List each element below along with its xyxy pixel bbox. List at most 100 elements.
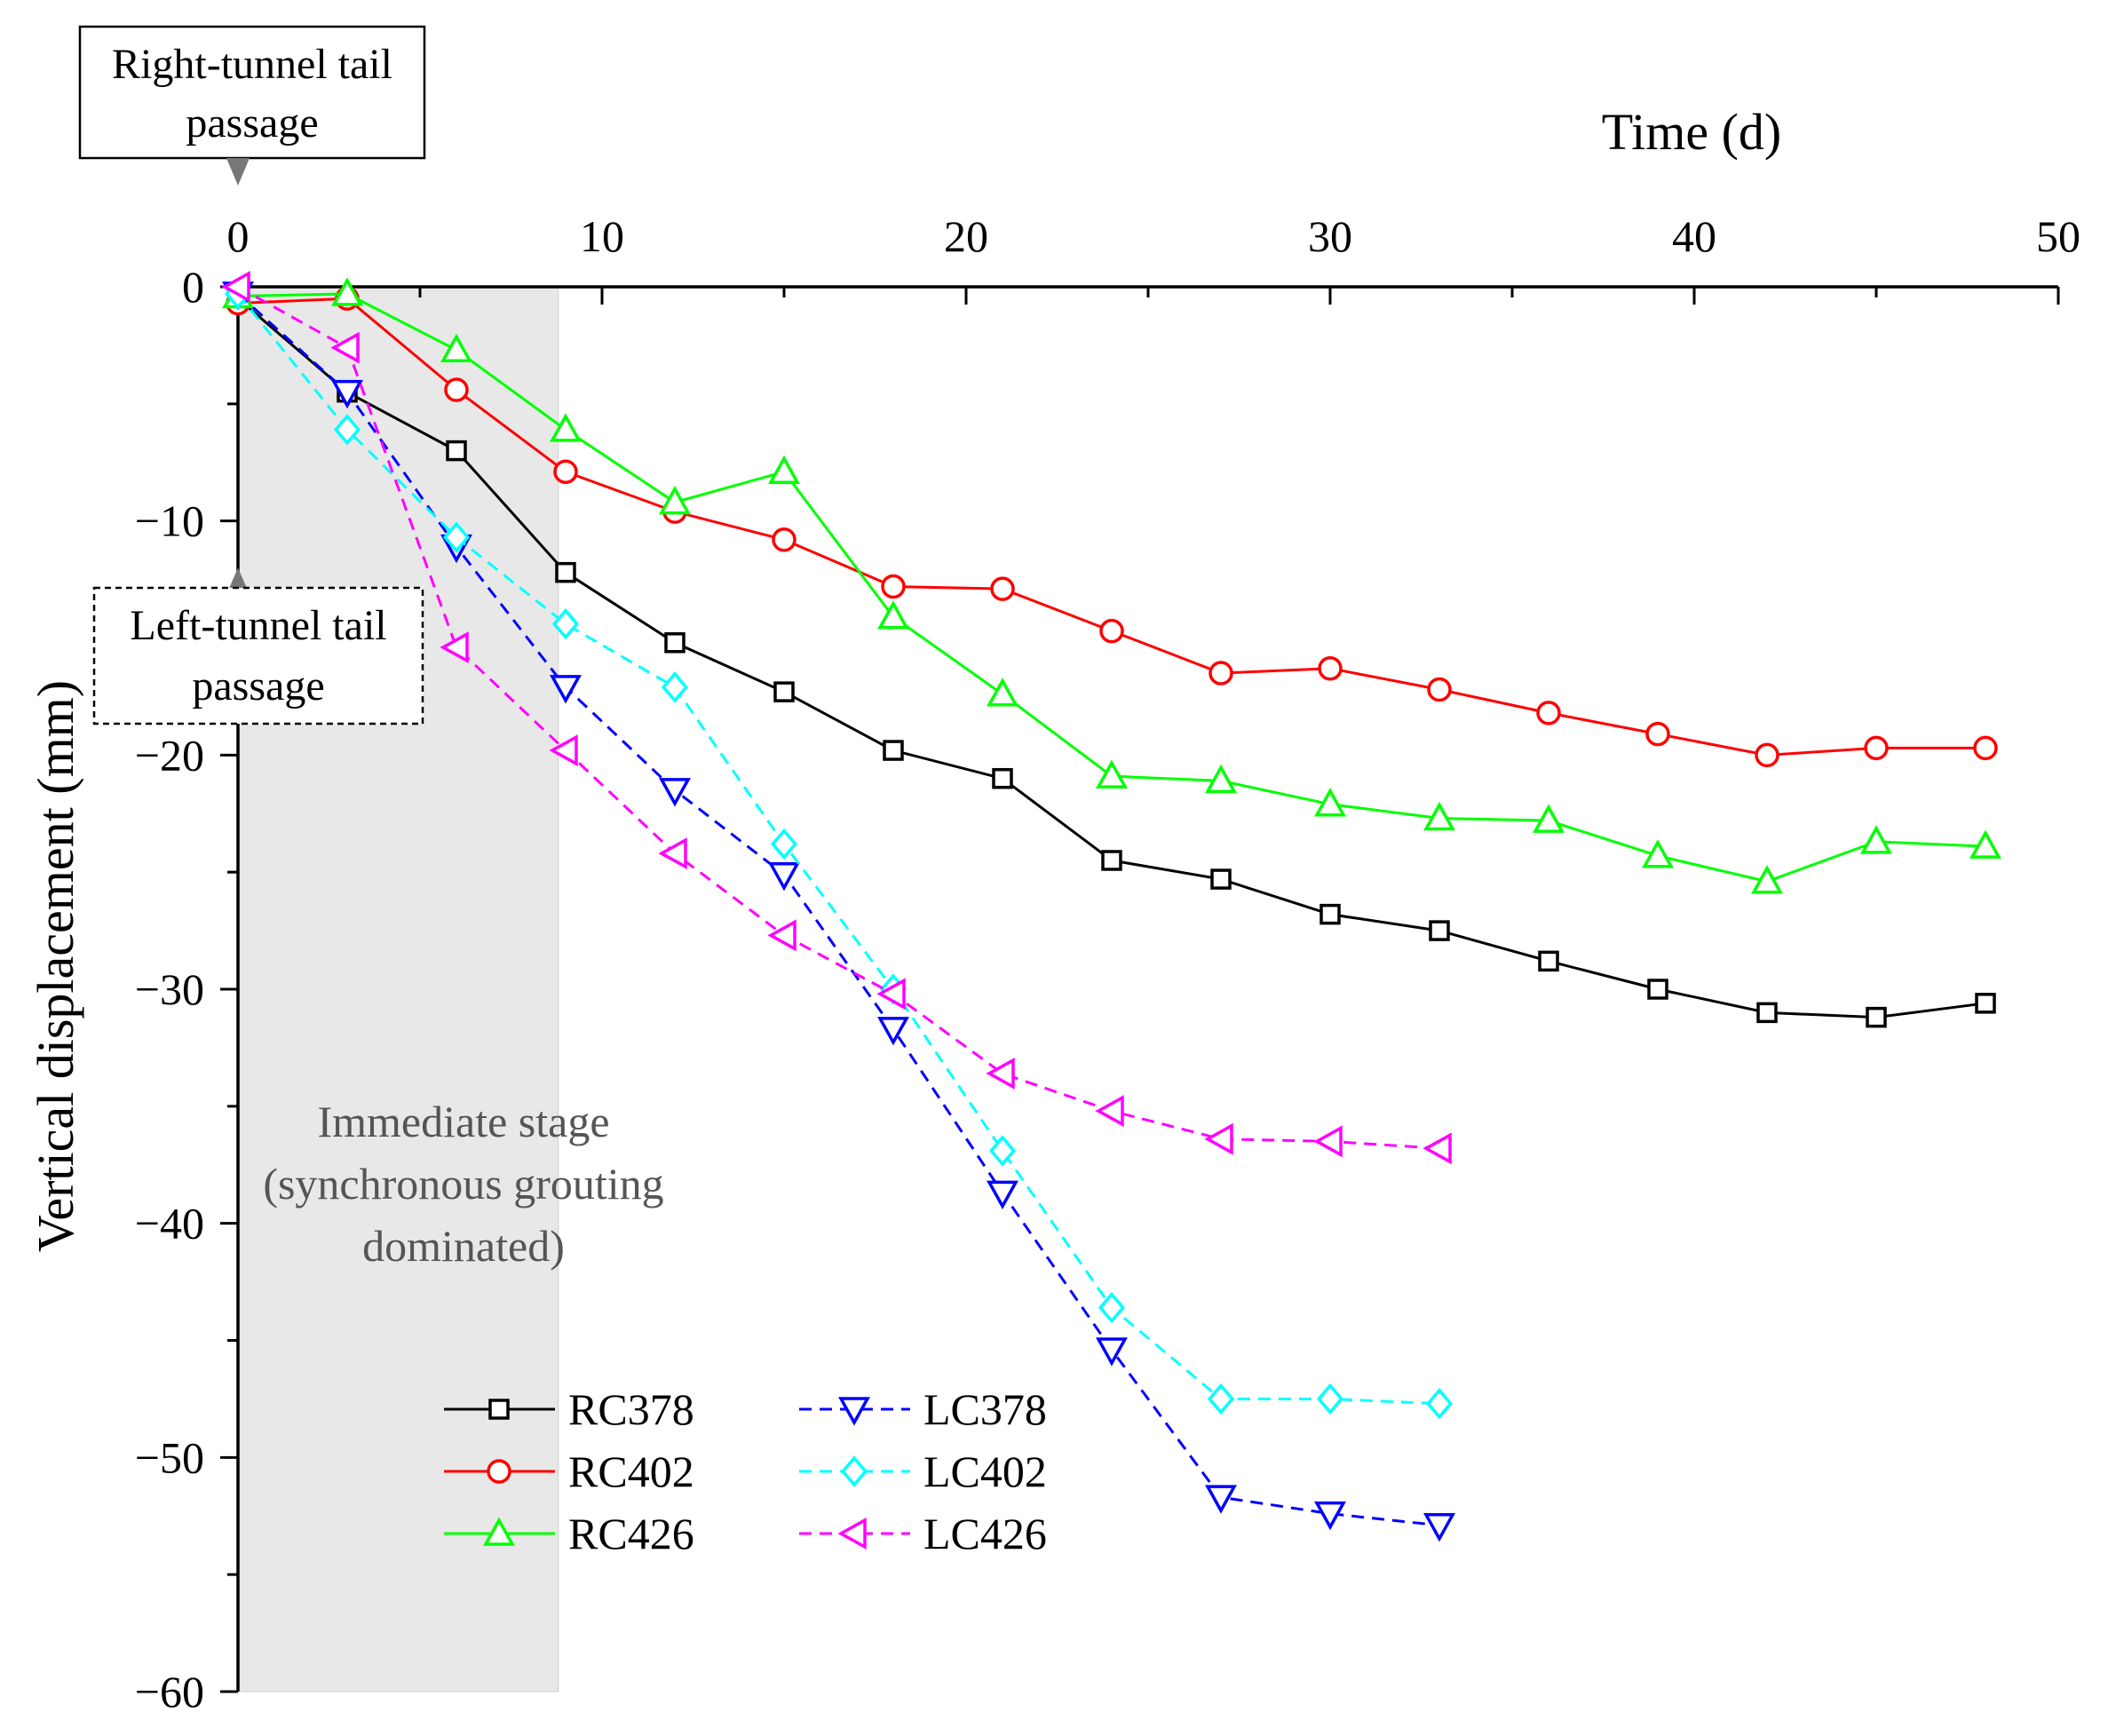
- data-point: [987, 1180, 1018, 1209]
- data-point: [1973, 735, 1998, 761]
- annotation-text: Left-tunnel tail: [130, 602, 386, 649]
- data-point: [550, 413, 582, 442]
- data-point: [1756, 1002, 1778, 1024]
- series-line: [236, 292, 1440, 1406]
- data-point: [1205, 764, 1237, 794]
- data-point: [333, 414, 361, 446]
- data-point: [1642, 839, 1674, 868]
- stage-label-line: Immediate stage: [317, 1097, 609, 1146]
- data-point: [840, 1455, 868, 1487]
- data-point: [446, 440, 467, 462]
- y-tick-label: 0: [182, 262, 204, 312]
- data-point: [877, 1017, 909, 1046]
- annotation-right-tunnel: Right-tunnel tail passage: [78, 25, 426, 186]
- data-point: [768, 862, 800, 892]
- data-point: [659, 485, 691, 515]
- data-point: [442, 521, 471, 553]
- data-point: [767, 919, 796, 952]
- data-point: [331, 379, 363, 409]
- data-point: [658, 837, 687, 870]
- annotation-left-tunnel: Left-tunnel tail passage: [92, 567, 424, 725]
- data-point: [1536, 701, 1561, 725]
- data-point: [549, 734, 578, 767]
- data-point: [883, 740, 904, 761]
- annotation-text: Right-tunnel tail: [112, 41, 392, 88]
- data-point: [483, 1517, 515, 1546]
- data-point: [1647, 979, 1668, 1000]
- arrow-down-icon: [226, 158, 250, 186]
- y-tick-label: −30: [135, 964, 204, 1014]
- data-point: [1096, 1337, 1128, 1367]
- series-layer: [221, 271, 2001, 1542]
- data-point: [1969, 829, 2001, 859]
- immediate-stage-label: Immediate stage (synchronous grouting domi…: [263, 1097, 663, 1271]
- data-point: [330, 331, 360, 364]
- x-tick-label: 10: [580, 211, 624, 261]
- series-line: [237, 285, 1440, 1150]
- data-point: [1538, 950, 1559, 972]
- data-point: [1755, 742, 1779, 768]
- data-point: [1210, 868, 1232, 890]
- y-tick-label: −40: [135, 1199, 204, 1248]
- data-point: [990, 576, 1015, 601]
- legend-label: LC378: [923, 1384, 1047, 1434]
- data-point: [876, 978, 906, 1011]
- legend-label: RC378: [568, 1384, 694, 1434]
- data-point: [1095, 1095, 1124, 1128]
- legend-item-lc402: LC402: [799, 1447, 1047, 1496]
- data-point: [555, 561, 576, 583]
- immediate-stage-region: [237, 286, 559, 1692]
- data-point: [661, 671, 689, 703]
- data-point: [1864, 735, 1889, 761]
- data-point: [488, 1399, 510, 1420]
- data-point: [1319, 903, 1341, 925]
- data-point: [1316, 1383, 1344, 1415]
- data-point: [988, 1135, 1017, 1167]
- legend-label: LC426: [923, 1509, 1047, 1558]
- data-point: [1427, 677, 1452, 702]
- y-tick-label: −60: [135, 1667, 204, 1716]
- x-tick-label: 0: [227, 211, 250, 261]
- data-point: [664, 632, 685, 654]
- data-point: [1096, 759, 1128, 789]
- data-point: [773, 681, 795, 702]
- data-point: [1975, 993, 1996, 1014]
- data-point: [1101, 850, 1122, 871]
- data-point: [1751, 865, 1783, 894]
- legend-label: LC402: [923, 1447, 1047, 1496]
- data-point: [992, 767, 1013, 789]
- series-line: [236, 292, 1440, 1527]
- data-point: [1209, 661, 1233, 686]
- series-rc378: [227, 288, 1996, 1028]
- data-point: [1429, 920, 1450, 941]
- data-point: [877, 600, 909, 630]
- legend-item-lc378: LC378: [799, 1384, 1047, 1434]
- x-tick-label: 40: [1672, 211, 1716, 261]
- data-point: [659, 778, 691, 807]
- data-point: [440, 333, 472, 362]
- series-lc426: [221, 271, 1452, 1165]
- data-point: [1423, 1132, 1452, 1165]
- x-tick-label: 50: [2036, 211, 2080, 261]
- annotation-text: passage: [192, 662, 324, 709]
- legend-label: RC402: [568, 1447, 694, 1496]
- data-point: [440, 631, 469, 664]
- data-point: [1318, 656, 1343, 681]
- data-point: [838, 1397, 870, 1426]
- data-point: [1099, 618, 1124, 644]
- data-point: [1204, 1122, 1233, 1155]
- y-tick-label: −10: [135, 496, 204, 546]
- x-axis-title: Time (d): [1602, 103, 1782, 161]
- data-point: [551, 607, 580, 640]
- data-point: [1207, 1383, 1235, 1415]
- y-axis-title: Vertical displacement (mm): [27, 680, 84, 1252]
- data-point: [1423, 1513, 1455, 1542]
- data-point: [772, 527, 796, 552]
- x-tick-label: 30: [1308, 211, 1352, 261]
- stage-label-line: dominated): [362, 1221, 565, 1271]
- data-point: [837, 1518, 867, 1550]
- data-point: [1866, 1006, 1887, 1028]
- data-point: [1533, 804, 1565, 833]
